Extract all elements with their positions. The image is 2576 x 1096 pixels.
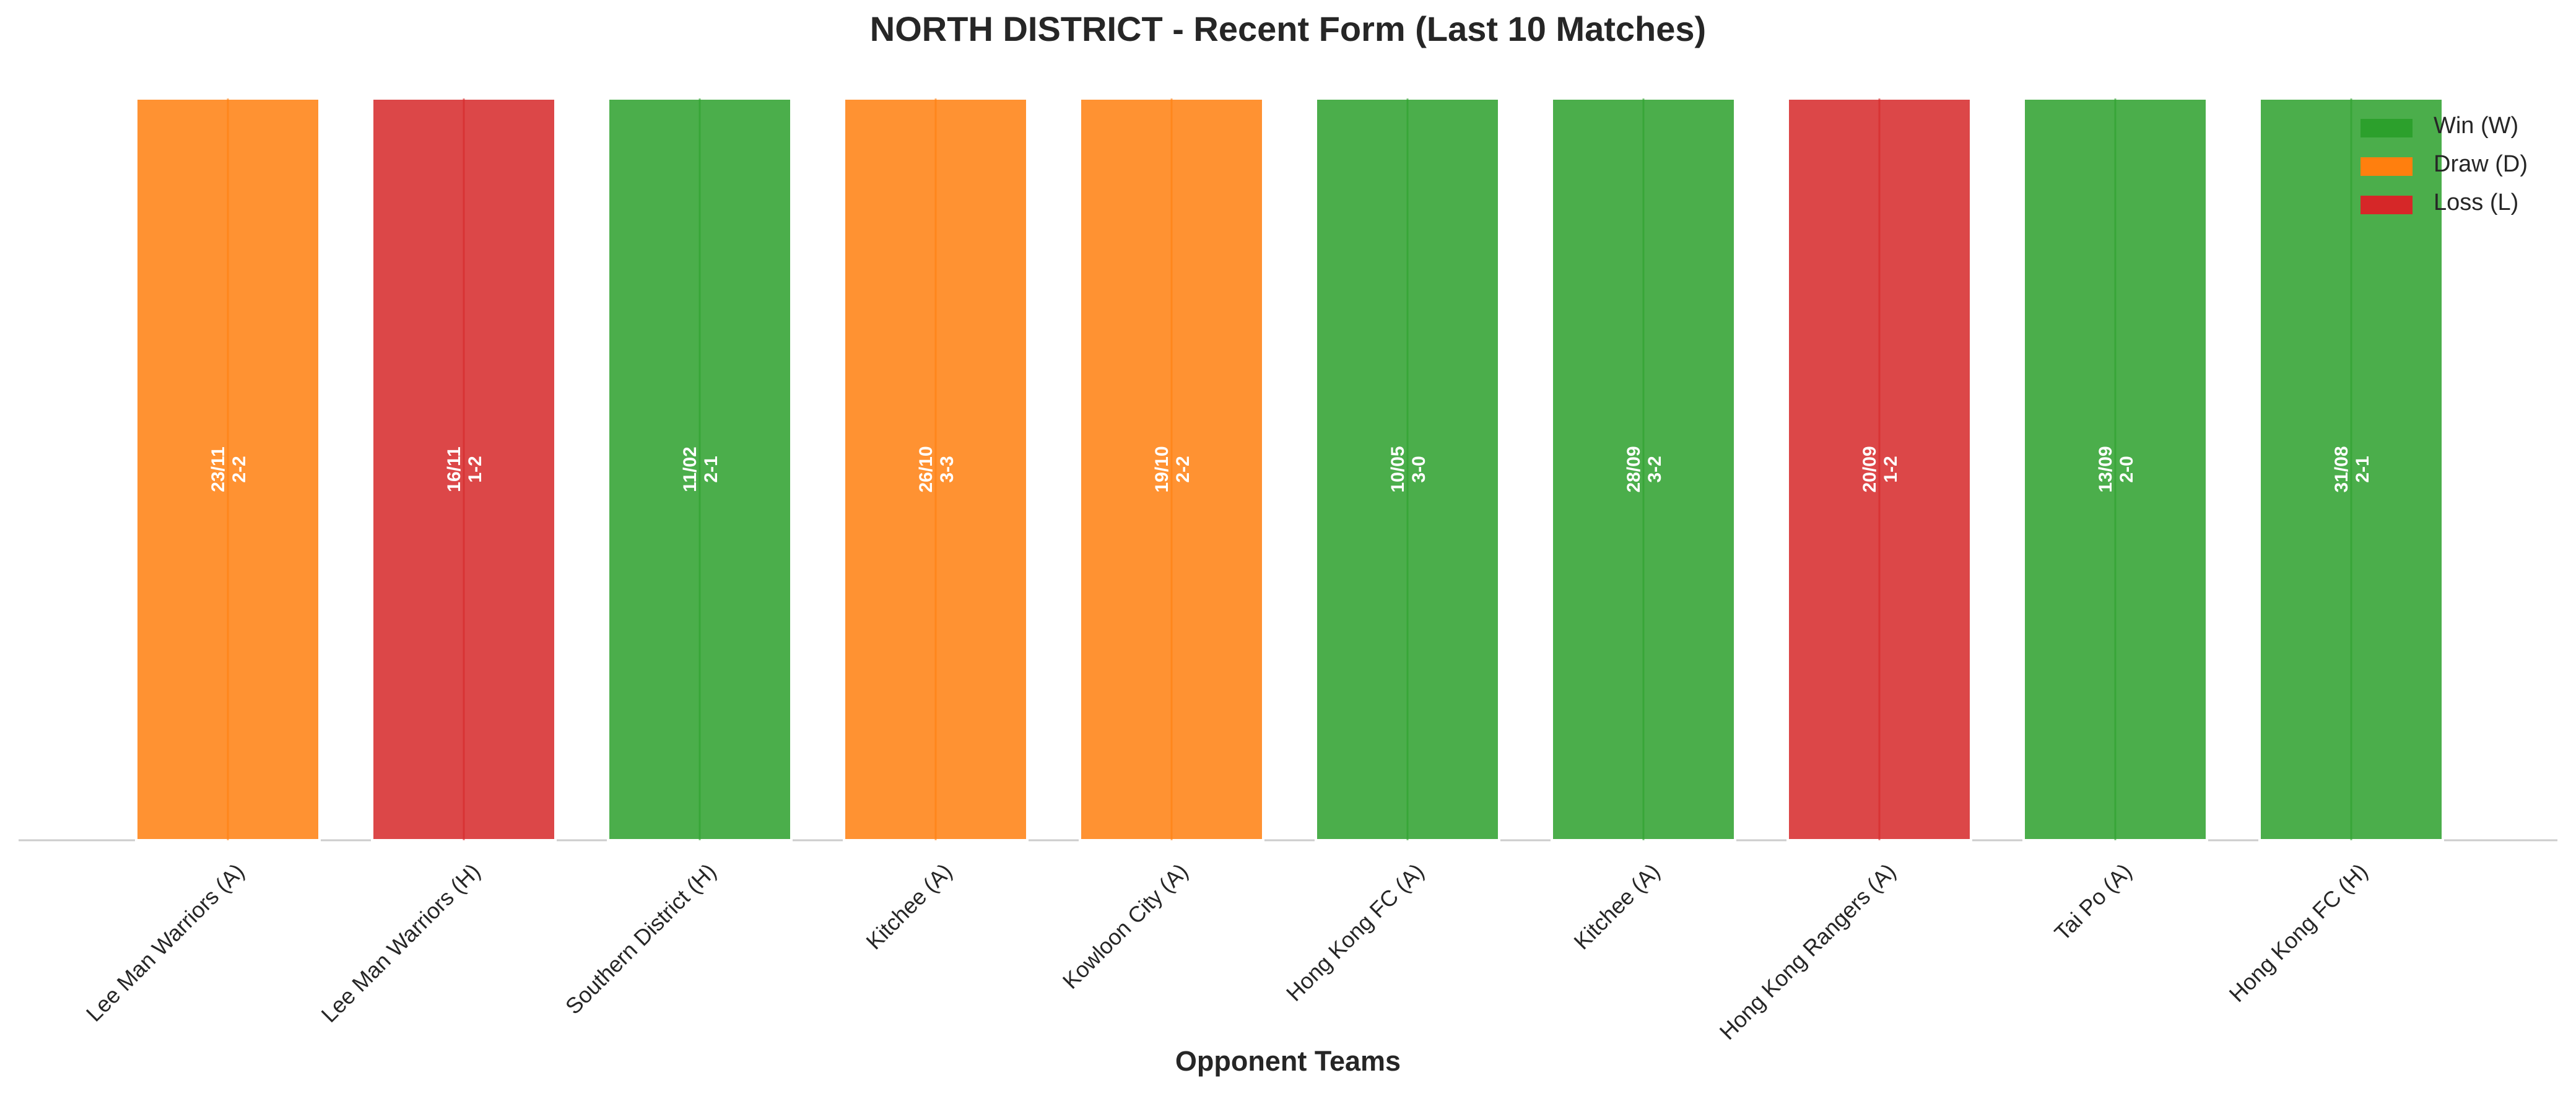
bar-date-4: 19/10 <box>1152 446 1172 492</box>
bar-label-1: 16/111-2 <box>444 446 485 492</box>
legend-item-loss: Loss (L) <box>2353 187 2564 225</box>
x-tick-label-4: Kowloon City (A) <box>1058 858 1193 994</box>
legend-swatch-draw <box>2361 157 2413 176</box>
x-tick-label-2: Southern District (H) <box>560 858 721 1019</box>
legend-label-loss: Loss (L) <box>2434 189 2519 215</box>
x-tick-label-7: Hong Kong Rangers (A) <box>1715 858 1901 1045</box>
bar-date-2: 11/02 <box>680 446 700 492</box>
bar-label-2: 11/022-1 <box>680 446 721 492</box>
bar-label-5: 10/053-0 <box>1388 446 1429 492</box>
bar-date-9: 31/08 <box>2331 446 2352 492</box>
bar-score-4: 2-2 <box>1173 456 1193 482</box>
bar-score-5: 3-0 <box>1409 456 1429 482</box>
bar-score-9: 2-1 <box>2352 456 2373 482</box>
chart-title: NORTH DISTRICT - Recent Form (Last 10 Ma… <box>869 9 1707 48</box>
legend-label-draw: Draw (D) <box>2434 151 2528 177</box>
x-tick-label-0: Lee Man Warriors (A) <box>81 858 249 1026</box>
bar-score-0: 2-2 <box>229 456 250 482</box>
bar-label-3: 26/103-3 <box>916 446 957 492</box>
x-tick-label-6: Kitchee (A) <box>1569 858 1664 954</box>
bar-label-6: 28/093-2 <box>1624 446 1665 492</box>
bar-score-2: 2-1 <box>701 456 721 482</box>
legend-label-win: Win (W) <box>2434 113 2519 139</box>
x-tick-label-3: Kitchee (A) <box>861 858 957 954</box>
bar-score-7: 1-2 <box>1881 456 1901 482</box>
legend: Win (W) Draw (D) Loss (L) <box>2353 110 2564 225</box>
bar-label-8: 13/092-0 <box>2095 446 2137 492</box>
bar-score-6: 3-2 <box>1645 456 1665 482</box>
bar-score-8: 2-0 <box>2117 456 2137 482</box>
bar-date-6: 28/09 <box>1624 446 1644 492</box>
x-tick-label-5: Hong Kong FC (A) <box>1281 858 1429 1006</box>
legend-swatch-loss <box>2361 196 2413 214</box>
x-tick-label-1: Lee Man Warriors (H) <box>316 858 485 1027</box>
bar-label-0: 23/112-2 <box>208 446 250 492</box>
bar-score-1: 1-2 <box>465 456 485 482</box>
x-axis-label: Opponent Teams <box>1175 1045 1401 1077</box>
x-tick-label-8: Tai Po (A) <box>2050 858 2137 946</box>
bar-label-9: 31/082-1 <box>2331 446 2373 492</box>
bar-label-7: 20/091-2 <box>1860 446 1901 492</box>
bar-date-3: 26/10 <box>916 446 936 492</box>
bar-date-8: 13/09 <box>2095 446 2116 492</box>
legend-swatch-win <box>2361 119 2413 137</box>
bar-label-4: 19/102-2 <box>1152 446 1193 492</box>
bar-date-7: 20/09 <box>1860 446 1880 492</box>
bar-date-5: 10/05 <box>1388 446 1408 492</box>
bar-date-1: 16/11 <box>444 446 464 492</box>
x-tick-label-9: Hong Kong FC (H) <box>2224 858 2373 1007</box>
bar-date-0: 23/11 <box>208 446 228 492</box>
legend-item-draw: Draw (D) <box>2353 149 2564 187</box>
bar-score-3: 3-3 <box>937 456 957 482</box>
legend-item-win: Win (W) <box>2353 110 2564 149</box>
